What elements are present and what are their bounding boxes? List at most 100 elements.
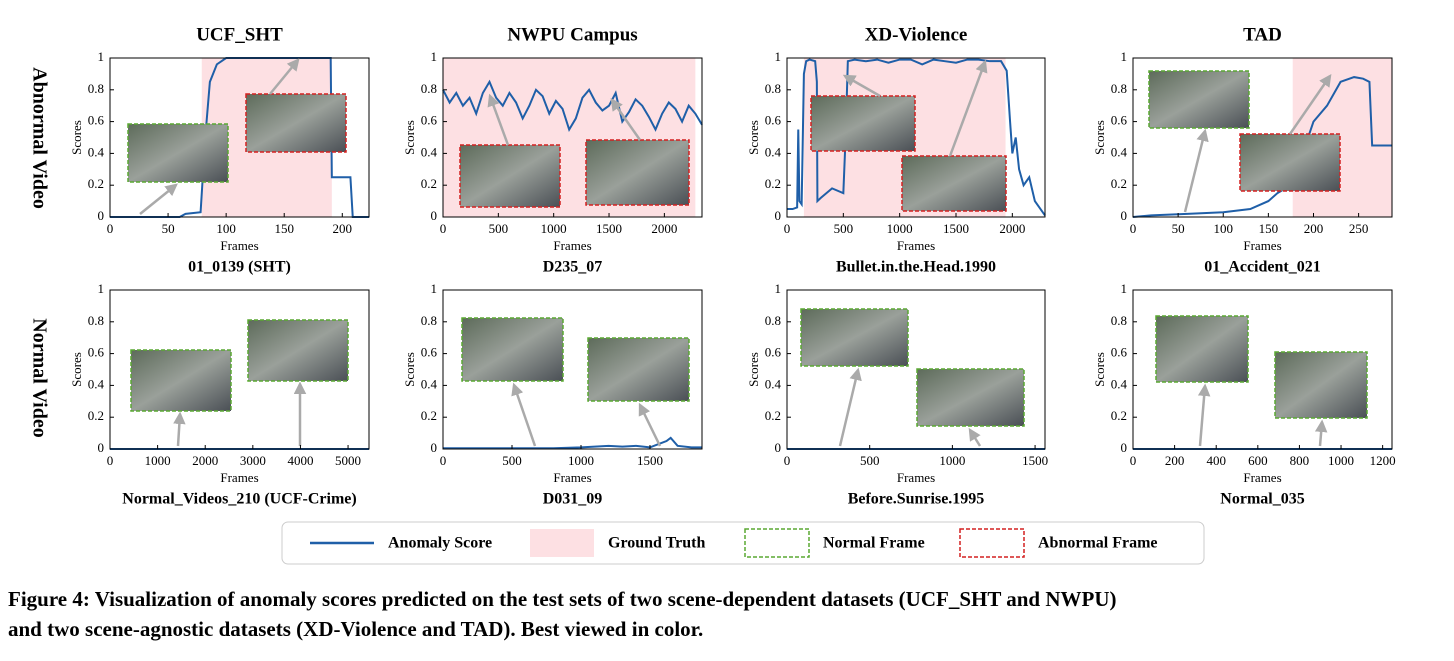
- legend-label: Ground Truth: [608, 535, 705, 552]
- arrow: [269, 58, 300, 95]
- chart-title: TAD: [1243, 24, 1282, 45]
- legend-box: [281, 521, 1205, 565]
- axes-frame: [442, 57, 703, 218]
- arrow: [968, 427, 982, 447]
- arrow: [1314, 419, 1328, 447]
- y-tick-label: 0.8: [765, 81, 781, 96]
- y-tick-label: 0.2: [1111, 176, 1127, 191]
- y-tick-label: 0.8: [421, 313, 437, 328]
- x-tick-label: 1200: [1370, 453, 1396, 468]
- y-tick-label: 0.4: [765, 144, 782, 159]
- y-tick-label: 1: [431, 49, 438, 64]
- y-tick-label: 0: [1121, 208, 1128, 223]
- y-tick-label: 0.2: [1111, 408, 1127, 423]
- y-tick-label: 0: [98, 440, 105, 455]
- frame-thumbnail: [459, 144, 561, 208]
- y-tick-label: 0.6: [421, 113, 438, 128]
- x-axis-label: Frames: [553, 238, 591, 253]
- y-tick-label: 0.2: [765, 408, 781, 423]
- frame-thumbnail: [1239, 133, 1341, 192]
- x-tick-label: 1000: [1328, 453, 1354, 468]
- y-tick-label: 0: [775, 440, 782, 455]
- arrow: [1288, 73, 1332, 135]
- score-line: [443, 436, 702, 450]
- x-axis-label: Frames: [1243, 470, 1281, 485]
- subtitle: Normal_Videos_210 (UCF-Crime): [122, 491, 356, 508]
- y-axis-label: Scores: [69, 352, 84, 387]
- arrow: [842, 74, 881, 98]
- y-tick-label: 0.8: [1111, 313, 1127, 328]
- y-tick-label: 1: [431, 281, 438, 296]
- x-axis-label: Frames: [897, 470, 935, 485]
- x-tick-label: 50: [162, 221, 175, 236]
- x-tick-label: 50: [1172, 221, 1185, 236]
- legend-label: Abnormal Frame: [1038, 535, 1158, 552]
- legend-label: Normal Frame: [823, 535, 925, 552]
- x-axis-label: Frames: [897, 238, 935, 253]
- score-line: [442, 79, 703, 132]
- x-tick-label: 150: [274, 221, 294, 236]
- frame-thumbnail: [461, 317, 564, 382]
- arrow: [139, 183, 178, 215]
- y-tick-label: 0: [431, 208, 438, 223]
- x-tick-label: 0: [107, 453, 114, 468]
- frame-thumbnail: [247, 319, 349, 382]
- x-tick-label: 0: [107, 221, 114, 236]
- axes-frame: [109, 57, 370, 218]
- y-tick-label: 1: [98, 49, 105, 64]
- subtitle: Bullet.in.the.Head.1990: [836, 259, 996, 276]
- caption: and two scene-agnostic datasets (XD-Viol…: [8, 617, 703, 641]
- x-tick-label: 0: [440, 453, 447, 468]
- y-tick-label: 1: [1121, 281, 1128, 296]
- arrow: [948, 59, 988, 157]
- axes-frame: [786, 289, 1046, 450]
- chart-title: XD-Violence: [865, 24, 968, 45]
- x-tick-label: 1000: [568, 453, 594, 468]
- x-tick-label: 500: [834, 221, 854, 236]
- axes-frame: [786, 57, 1046, 218]
- y-tick-label: 1: [98, 281, 105, 296]
- subtitle: D235_07: [543, 259, 603, 276]
- x-tick-label: 100: [216, 221, 236, 236]
- frame-thumbnail: [585, 139, 690, 206]
- frame-thumbnail: [800, 308, 909, 367]
- x-tick-label: 200: [333, 221, 353, 236]
- subtitle: 01_0139 (SHT): [188, 259, 291, 276]
- chart-title: UCF_SHT: [196, 24, 283, 45]
- arrow: [1183, 128, 1209, 213]
- arrow: [173, 411, 186, 447]
- x-tick-label: 500: [502, 453, 522, 468]
- y-tick-label: 0.2: [88, 176, 104, 191]
- arrow: [610, 97, 642, 141]
- y-tick-label: 0.6: [421, 345, 438, 360]
- x-tick-label: 1000: [541, 221, 567, 236]
- frame-thumbnail: [1274, 351, 1368, 419]
- x-axis-label: Frames: [553, 470, 591, 485]
- subtitle: Normal_035: [1220, 491, 1304, 508]
- x-tick-label: 1500: [1022, 453, 1048, 468]
- row-label: Abnormal Video: [28, 67, 50, 209]
- y-tick-label: 0: [1121, 440, 1128, 455]
- y-axis-label: Scores: [746, 120, 761, 155]
- x-tick-label: 3000: [240, 453, 266, 468]
- frame-thumbnail: [130, 349, 232, 412]
- frame-thumbnail: [810, 95, 916, 152]
- score-line: [787, 58, 1046, 216]
- x-tick-label: 1500: [637, 453, 663, 468]
- x-tick-label: 250: [1349, 221, 1369, 236]
- x-tick-label: 1000: [887, 221, 913, 236]
- x-tick-label: 2000: [192, 453, 218, 468]
- caption: Figure 4: Visualization of anomaly score…: [8, 587, 1117, 611]
- x-tick-label: 200: [1304, 221, 1324, 236]
- arrow: [487, 93, 510, 146]
- x-tick-label: 4000: [287, 453, 313, 468]
- x-tick-label: 0: [440, 221, 447, 236]
- x-tick-label: 1000: [145, 453, 171, 468]
- arrow: [1197, 383, 1211, 447]
- legend-swatch: [744, 528, 810, 558]
- axes-frame: [442, 289, 703, 450]
- x-tick-label: 0: [1130, 453, 1137, 468]
- legend-swatch: [959, 528, 1025, 558]
- x-tick-label: 1500: [943, 221, 969, 236]
- y-tick-label: 0.2: [88, 408, 104, 423]
